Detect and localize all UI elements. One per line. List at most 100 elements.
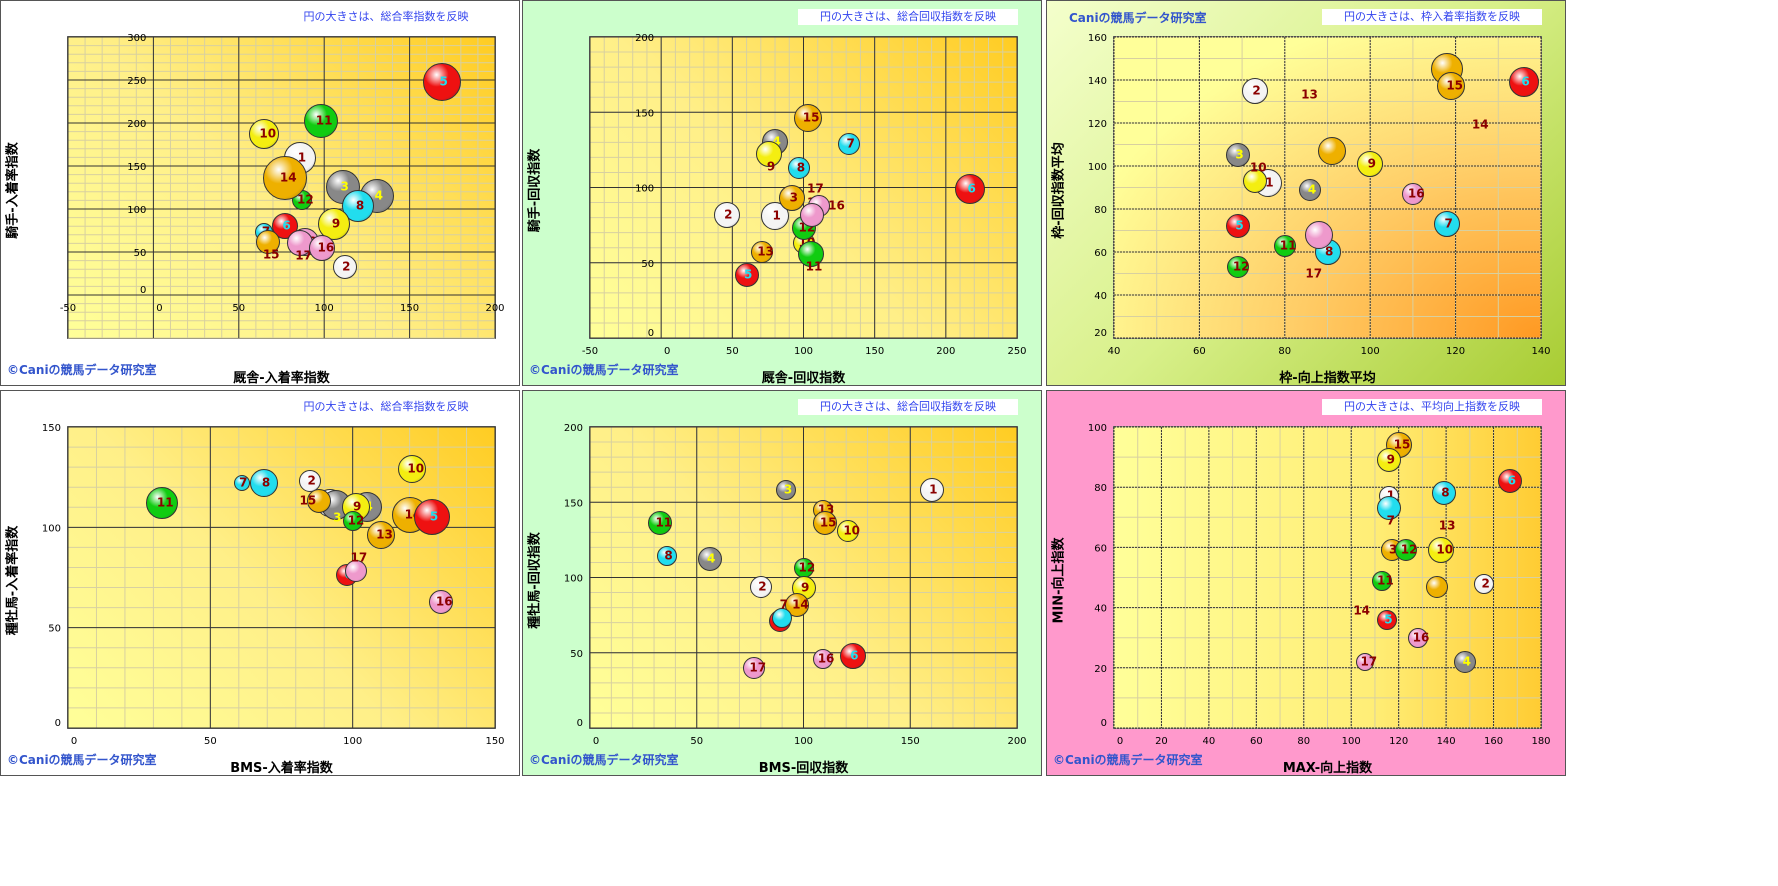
chart-panel-3: 40 60 80 100 120 140 20 40 60 80 100 120 140 160 2 1 3 4 5…	[1046, 0, 1566, 386]
bubble-horse-16	[309, 234, 336, 261]
bubble-label: 16	[435, 594, 453, 609]
grid: 0 50 100 150 0 50 100 150	[42, 423, 505, 747]
bubble-horse-3	[779, 185, 806, 212]
y-tick-label: 50	[134, 248, 147, 259]
y-tick-label: 0	[648, 328, 654, 339]
x-tick-label: 40	[1203, 736, 1216, 747]
y-tick-label: 300	[127, 33, 146, 44]
bubble-horse-13	[751, 241, 774, 264]
x-tick-label: 140	[1437, 736, 1456, 747]
bubble-horse-2	[332, 255, 357, 280]
bubble-label: 7	[846, 136, 855, 151]
plot-area: -500501001502000501001502002503001234567…	[60, 33, 505, 339]
y-tick-label: 100	[1088, 162, 1107, 173]
bubble-horse-17	[287, 229, 314, 256]
bubble-label: 9	[352, 499, 362, 514]
bubble-label: 7	[239, 475, 248, 490]
bubble-label: 4	[1307, 182, 1317, 197]
bubble-label: 15	[299, 493, 317, 508]
bubble-horse-9	[1357, 150, 1384, 177]
y-tick-label: 150	[564, 498, 583, 509]
y-tick-label: 0	[55, 718, 61, 729]
bubble-label: 12	[347, 513, 365, 528]
x-tick-label: 0	[71, 736, 77, 747]
bubble-horse-11	[145, 487, 178, 520]
x-tick-label: 100	[794, 346, 813, 357]
x-tick-label: 100	[343, 736, 362, 747]
bubble-horse-13	[367, 521, 396, 550]
y-tick-label: 40	[1094, 291, 1107, 302]
bubble-label: 3	[340, 179, 349, 194]
bubble-label: 17	[749, 660, 767, 675]
y-tick-label: 0	[140, 285, 146, 296]
bubble-label: 2	[758, 579, 767, 594]
y-tick-label: 150	[42, 423, 61, 434]
bubble-label: 16	[317, 240, 335, 255]
bubble-horse-3	[776, 480, 797, 501]
bubble-label: 11	[156, 495, 174, 510]
bubble-label: 15	[802, 110, 820, 125]
bubble-horse-14	[785, 592, 810, 617]
bubble-label: 7	[1444, 216, 1453, 231]
y-tick-label: 150	[635, 108, 654, 119]
bubble-label: 6	[850, 648, 859, 663]
bubble-label: 12	[798, 560, 816, 575]
bubble-label: 10	[1249, 160, 1267, 175]
y-tick-label: 100	[564, 574, 583, 585]
x-tick-label: 80	[1278, 346, 1291, 357]
bubble-horse-10	[1242, 169, 1267, 194]
bubble-label: 8	[1441, 485, 1450, 500]
bubble-label: 12	[1400, 542, 1418, 557]
bubble-horse-16	[428, 589, 453, 614]
y-tick-label: 80	[1094, 483, 1107, 494]
bubble-label: 15	[1446, 78, 1464, 93]
bubble-label: 16	[1407, 186, 1425, 201]
bubble-horse-8	[788, 156, 811, 179]
x-axis-label: BMS-入着率指数	[230, 761, 333, 776]
bubble-label: 6	[1521, 74, 1530, 89]
bubble-horse-2	[713, 201, 740, 228]
chart-panel-2: -50 0 50 100 150 200 250 0 50 100 150 200 1 2 3 4 5 6 7 8 9 1…	[522, 0, 1042, 386]
x-tick-label: 250	[1007, 346, 1026, 357]
chart-title: 円の大きさは、平均向上指数を反映	[1322, 399, 1542, 415]
bubble-horse-17	[344, 560, 367, 583]
bubble-label: 9	[800, 580, 810, 595]
bubble-label: 2	[1481, 576, 1490, 591]
x-tick-label: 100	[1342, 736, 1361, 747]
plot-area: 40 60 80 100 120 140 20 40 60 80 100 120 140 160 2 1 3 4 5…	[1088, 33, 1551, 357]
x-tick-label: 180	[1531, 736, 1550, 747]
bubble-horse-11	[648, 511, 673, 536]
bubble-horse-5	[423, 62, 462, 101]
bubble-horse-6	[955, 174, 986, 204]
chart-title: 円の大きさは、総合回収指数を反映	[798, 9, 1018, 25]
x-tick-label: 20	[1155, 736, 1168, 747]
x-tick-label: 0	[593, 736, 599, 747]
x-tick-label: 160	[1484, 736, 1503, 747]
y-tick-label: 250	[127, 76, 146, 87]
bubble-horse-17	[743, 656, 766, 679]
bubble-label: 7	[1386, 513, 1396, 528]
bubble-label: 16	[817, 651, 835, 666]
chart-panel-6: 0 20 40 60 80 100 120 140 160 180 0 20 40 60 80 100 15 9 6…	[1046, 390, 1566, 776]
copyright-text: ©Caniの競馬データ研究室	[529, 753, 679, 767]
bubble-label: 17	[295, 248, 312, 263]
bubble-horse-5	[1225, 214, 1250, 239]
bubble-label: 10	[843, 523, 861, 538]
bubble-horse-10	[249, 119, 280, 150]
y-tick-label: 120	[1088, 119, 1107, 130]
chart-panel-5: 0 50 100 150 200 0 50 100 150 200 1 11 3 13 15 10 8 4 12 2 9…	[522, 390, 1042, 776]
y-tick-label: 0	[1101, 718, 1107, 729]
bubble-horse-14	[262, 156, 307, 201]
x-axis-label: 厩舎-入着率指数	[233, 371, 330, 386]
bubble-horse-2	[1474, 573, 1495, 594]
x-tick-label: 80	[1297, 736, 1310, 747]
bubble-label: 11	[1279, 238, 1297, 253]
x-tick-label: -50	[60, 303, 76, 314]
y-tick-label: 200	[635, 33, 654, 44]
y-tick-label: 200	[127, 119, 146, 130]
bubble-label: 4	[707, 551, 716, 566]
chart-title: 円の大きさは、総合回収指数を反映	[798, 399, 1018, 415]
bubble-label: 10	[407, 461, 425, 476]
bubble-horse-5	[1376, 609, 1397, 630]
y-tick-label: 100	[127, 205, 146, 216]
